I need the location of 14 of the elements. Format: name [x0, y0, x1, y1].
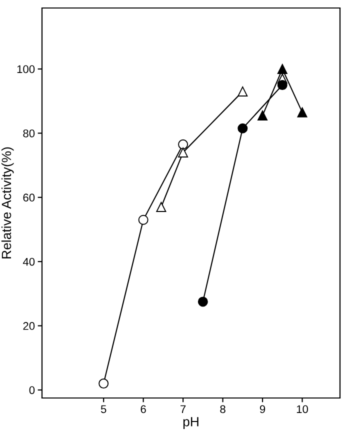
- y-tick-label: 20: [23, 322, 35, 330]
- y-tick-label: 40: [22, 258, 35, 266]
- x-tick-label: 8: [220, 405, 226, 414]
- y-tick-label: 80: [23, 129, 35, 138]
- x-tick-label: 10: [296, 405, 308, 414]
- x-tick-label: 5: [100, 405, 106, 414]
- y-tick-label: 0: [29, 386, 35, 394]
- x-tick-label: 6: [140, 405, 146, 414]
- x-tick-label: 9: [260, 405, 266, 414]
- y-tick-label: 100: [17, 65, 35, 74]
- y-axis-title: Relative Activity(%): [1, 147, 14, 258]
- x-tick-label: 7: [180, 405, 186, 413]
- x-axis-title: pH: [183, 417, 198, 429]
- y-tick-label: 60: [23, 194, 35, 202]
